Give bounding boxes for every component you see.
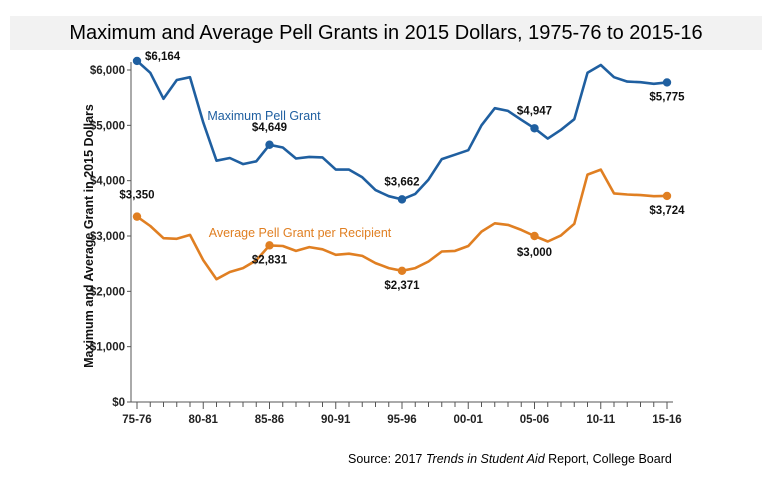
data-label: $3,000 (517, 247, 552, 259)
data-point-marker (530, 231, 539, 241)
data-point-marker (397, 266, 407, 276)
data-point-marker (530, 124, 539, 133)
x-tick-label: 80-81 (189, 414, 219, 426)
data-label: $3,350 (119, 190, 154, 202)
x-tick-label: 90-91 (321, 414, 351, 426)
x-tick-label: 15-16 (652, 414, 681, 426)
y-tick-label: $5,000 (90, 120, 125, 132)
series-name-label: Maximum Pell Grant (207, 109, 321, 123)
y-tick-label: $6,000 (90, 65, 125, 77)
x-tick-label: 75-76 (122, 414, 151, 426)
data-label: $4,649 (252, 122, 287, 134)
data-point-marker (397, 195, 407, 204)
source-suffix: Report, College Board (544, 452, 672, 466)
x-tick-label: 85-86 (255, 414, 284, 426)
data-point-marker (662, 191, 672, 201)
y-tick-label: $3,000 (90, 231, 125, 243)
chart-title: Maximum and Average Pell Grants in 2015 … (69, 22, 703, 44)
data-point-marker (132, 56, 142, 66)
data-label: $2,371 (384, 280, 420, 292)
y-ticks: $0 $1,000 $2,000 $3,000 $4,000 $5,000 $6,000 (90, 65, 131, 409)
data-label: $6,164 (145, 51, 181, 63)
data-point-marker (132, 212, 142, 221)
x-tick-label: 05-06 (520, 414, 549, 426)
data-point-marker (265, 140, 274, 149)
y-tick-label: $2,000 (90, 286, 125, 298)
x-tick-label: 00-01 (454, 414, 484, 426)
data-point-marker (265, 241, 274, 250)
y-tick-label: $1,000 (90, 342, 125, 354)
x-tick-label: 95-96 (387, 414, 416, 426)
y-tick-label: $0 (112, 397, 125, 409)
source-prefix: Source: 2017 (348, 452, 426, 466)
data-label: $5,775 (649, 91, 685, 103)
title-background (10, 16, 762, 50)
data-label: $3,724 (649, 205, 685, 217)
data-label: $2,831 (252, 254, 288, 266)
series-name-label: Average Pell Grant per Recipient (209, 226, 392, 240)
series-lines (136, 59, 668, 281)
data-labels: $6,164 $4,649 $3,662 $4,947 $5,775 Maximum Pe… (119, 51, 685, 292)
y-tick-label: $4,000 (90, 176, 125, 188)
source-report-title: Trends in Student Aid (425, 452, 545, 466)
x-ticks: 75-76 80-81 85-86 90-91 95-96 00-01 05-06 10-11… (122, 402, 682, 426)
data-label: $3,662 (384, 176, 419, 188)
data-point-marker (662, 78, 672, 87)
x-tick-label: 10-11 (586, 414, 615, 426)
y-axis-label: Maximum and Average Grant in 2015 Dollar… (82, 104, 96, 368)
data-label: $4,947 (517, 105, 552, 117)
